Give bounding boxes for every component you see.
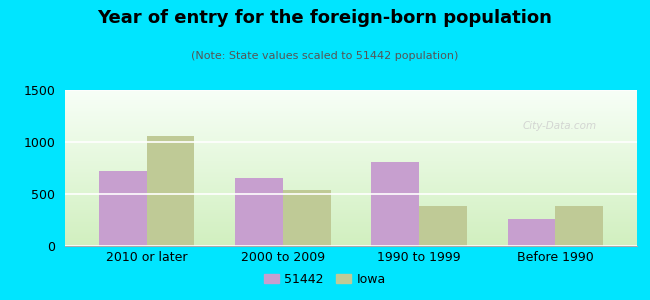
Text: Year of entry for the foreign-born population: Year of entry for the foreign-born popul… bbox=[98, 9, 552, 27]
Bar bbox=[283, 190, 331, 246]
Legend: 51442, Iowa: 51442, Iowa bbox=[259, 268, 391, 291]
Text: City-Data.com: City-Data.com bbox=[523, 121, 597, 131]
Bar bbox=[508, 220, 555, 246]
Bar bbox=[147, 136, 194, 246]
Bar bbox=[419, 206, 467, 246]
Bar bbox=[371, 162, 419, 246]
Text: (Note: State values scaled to 51442 population): (Note: State values scaled to 51442 popu… bbox=[191, 51, 459, 61]
Bar bbox=[99, 171, 147, 246]
Bar bbox=[235, 178, 283, 246]
Bar bbox=[555, 206, 603, 246]
